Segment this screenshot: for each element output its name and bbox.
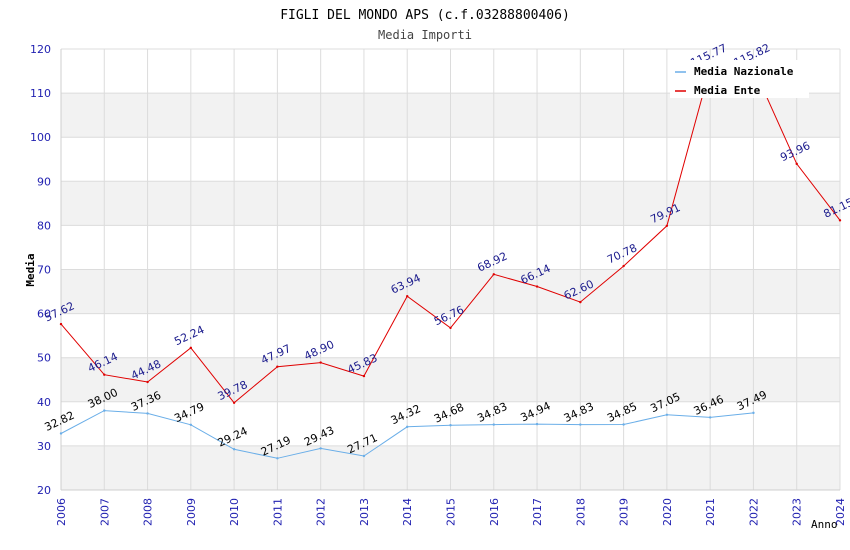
legend-box — [670, 60, 809, 98]
x-tick-label: 2022 — [747, 498, 760, 526]
x-tick-label: 2009 — [185, 498, 198, 526]
y-tick-label: 30 — [37, 440, 51, 453]
x-axis-ticks: 2006 2007 2008 2009 2010 2011 2012 2013 2014 2015… — [55, 498, 847, 526]
x-tick-label: 2016 — [488, 498, 501, 526]
data-point — [492, 423, 495, 426]
y-tick-label: 40 — [37, 396, 51, 409]
legend: Media Nazionale Media Ente — [670, 60, 809, 98]
x-tick-label: 2018 — [574, 498, 587, 526]
x-tick-label: 2006 — [55, 498, 68, 526]
data-point — [752, 411, 755, 415]
y-tick-label: 90 — [37, 175, 51, 188]
data-point — [622, 264, 625, 268]
x-tick-label: 2023 — [791, 498, 804, 526]
x-tick-label: 2024 — [834, 498, 847, 526]
data-point — [406, 425, 409, 429]
chart-title: FIGLI DEL MONDO APS (c.f.03288800406) — [280, 8, 570, 23]
data-point — [492, 273, 495, 276]
data-point — [362, 454, 366, 458]
data-point — [103, 409, 106, 412]
y-tick-label: 110 — [30, 87, 51, 100]
x-tick-label: 2020 — [661, 498, 674, 526]
y-tick-label: 120 — [30, 43, 51, 56]
y-tick-label: 70 — [37, 264, 51, 277]
x-tick-label: 2015 — [445, 498, 458, 526]
data-point — [406, 295, 409, 298]
x-tick-label: 2008 — [142, 498, 155, 526]
data-point — [665, 224, 669, 227]
data-point — [232, 401, 236, 404]
data-point — [189, 423, 193, 426]
data-point — [146, 412, 149, 415]
y-axis-label: Media — [24, 253, 37, 286]
data-point — [665, 413, 669, 417]
x-tick-label: 2010 — [228, 498, 241, 526]
data-point — [319, 447, 322, 450]
data-point — [708, 416, 712, 419]
data-point — [535, 422, 539, 426]
data-point — [232, 448, 236, 451]
data-point — [319, 361, 322, 364]
data-point — [276, 457, 279, 460]
x-tick-label: 2019 — [618, 498, 631, 526]
chart-subtitle: Media Importi — [378, 28, 472, 42]
data-point — [535, 285, 539, 288]
data-point — [579, 423, 582, 426]
x-tick-label: 2013 — [358, 498, 371, 526]
x-axis-label: Anno — [811, 518, 838, 531]
y-tick-label: 60 — [37, 308, 51, 321]
data-point — [449, 326, 452, 330]
data-point — [59, 432, 63, 435]
x-tick-label: 2021 — [704, 498, 717, 526]
data-point — [59, 322, 63, 326]
data-point — [622, 423, 625, 426]
data-point — [449, 424, 452, 427]
data-point — [795, 162, 798, 166]
data-point — [146, 380, 149, 384]
x-tick-label: 2011 — [271, 498, 284, 526]
grid-lines — [60, 48, 841, 491]
x-tick-label: 2017 — [531, 498, 544, 526]
y-tick-label: 80 — [37, 219, 51, 232]
legend-label-media-ente: Media Ente — [694, 84, 761, 97]
x-tick-label: 2012 — [315, 498, 328, 526]
y-tick-label: 20 — [37, 484, 51, 497]
legend-label-media-nazionale: Media Nazionale — [694, 65, 794, 78]
data-point — [276, 365, 279, 368]
data-point — [579, 300, 582, 304]
y-axis-ticks: 20 30 40 50 60 70 80 90 100 110 120 — [30, 43, 51, 497]
data-point — [362, 374, 366, 378]
y-tick-label: 100 — [30, 131, 51, 144]
data-point — [189, 346, 193, 350]
data-point — [103, 373, 106, 376]
y-tick-label: 50 — [37, 352, 51, 365]
x-tick-label: 2014 — [401, 498, 414, 526]
x-tick-label: 2007 — [98, 498, 111, 526]
data-point — [838, 219, 842, 222]
